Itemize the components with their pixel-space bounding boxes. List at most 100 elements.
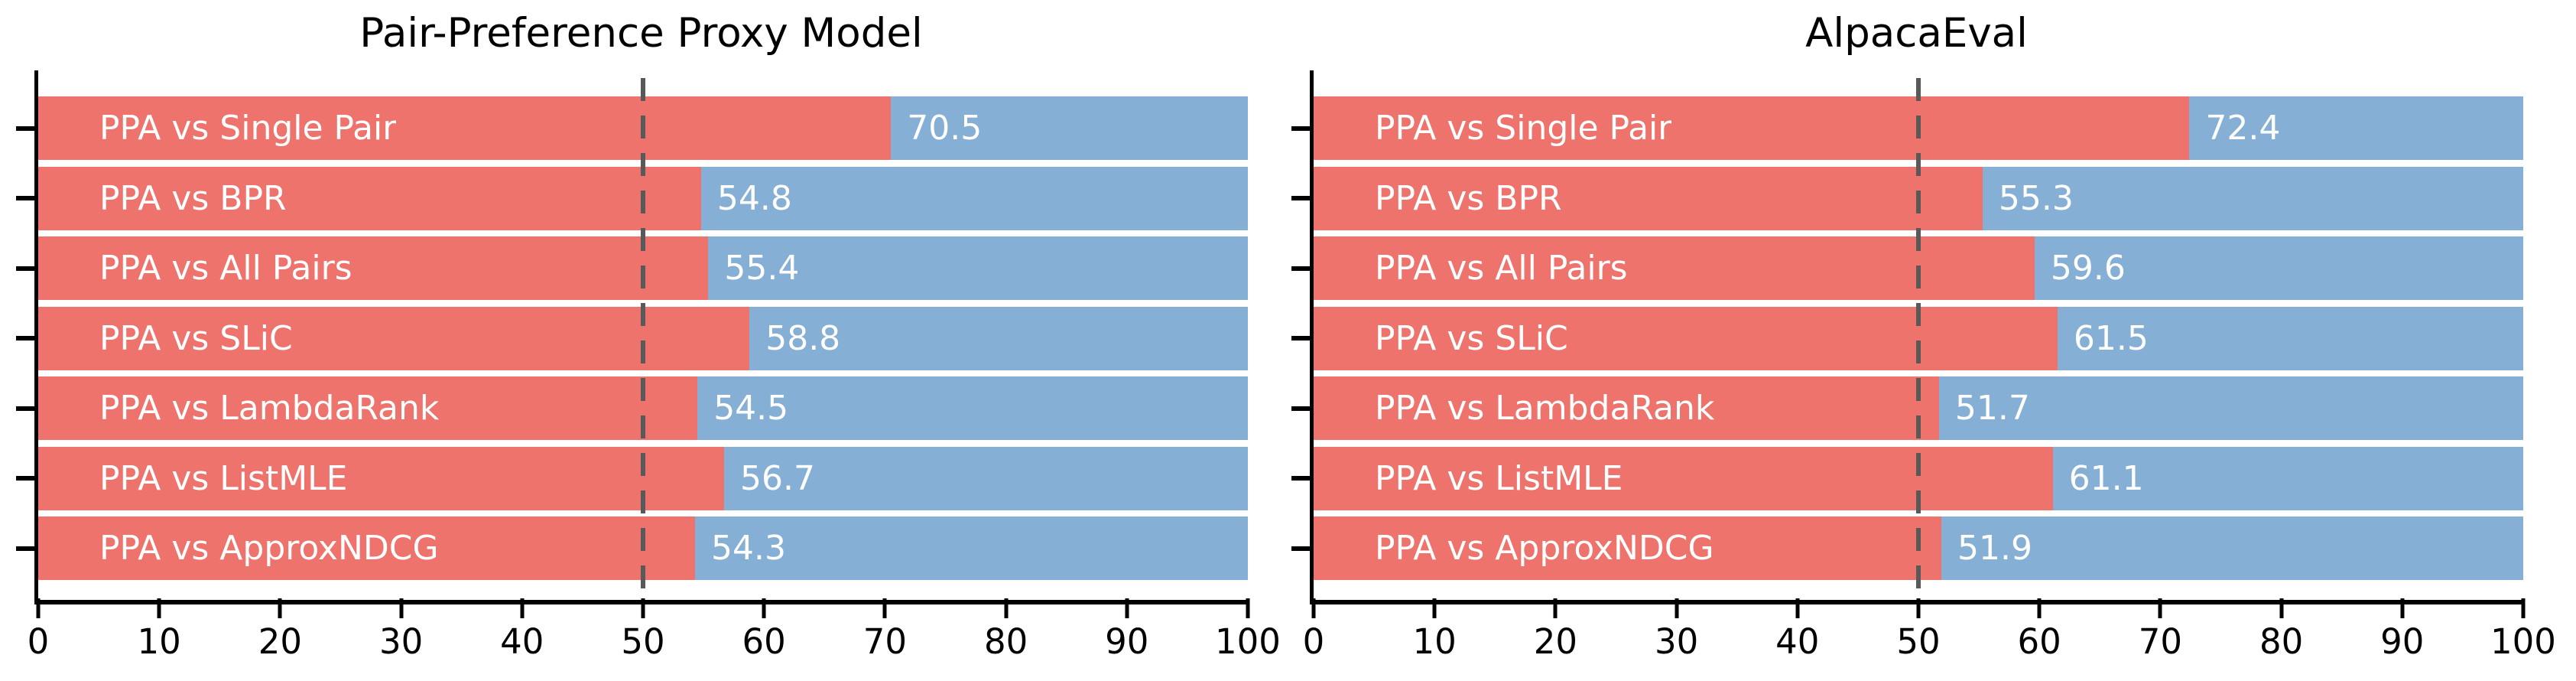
- value-label: 54.8: [716, 178, 792, 218]
- x-axis-tick-label: 90: [2380, 621, 2425, 662]
- bar-row: PPA vs BPR 54.8: [38, 166, 1248, 230]
- x-axis-tick: [1311, 598, 1316, 618]
- bar-row: PPA vs SLiC 61.5: [1314, 306, 2523, 370]
- win-bar-segment: PPA vs SLiC: [1314, 306, 2058, 370]
- bar-row: PPA vs Single Pair 70.5: [38, 96, 1248, 160]
- category-label: PPA vs ListMLE: [1375, 458, 1623, 498]
- x-axis-tick: [36, 598, 41, 618]
- x-axis-tick-label: 30: [378, 621, 424, 662]
- x-axis-tick-label: 30: [1654, 621, 1699, 662]
- x-axis-tick-label: 0: [27, 621, 50, 662]
- remainder-bar-segment: 58.8: [749, 306, 1248, 370]
- x-axis-tick: [1125, 598, 1129, 618]
- bar-row: PPA vs LambdaRank 51.7: [1314, 376, 2523, 440]
- x-axis-tick-label: 10: [137, 621, 181, 662]
- category-label: PPA vs LambdaRank: [99, 389, 440, 428]
- bar-row: PPA vs ListMLE 61.1: [1314, 446, 2523, 510]
- value-label: 59.6: [2050, 249, 2126, 288]
- x-axis: 0 10 20 30 40 50 60 70 80 90 100: [28, 598, 1281, 676]
- x-axis-tick: [2037, 598, 2042, 618]
- win-bar-segment: PPA vs BPR: [38, 166, 701, 230]
- plot-area: PPA vs Single Pair 72.4 PPA vs BPR 55.3 PPA …: [1291, 70, 2556, 662]
- x-axis-tick: [399, 598, 404, 618]
- remainder-bar-segment: 59.6: [2034, 236, 2523, 300]
- x-axis-tick: [520, 598, 525, 618]
- x-axis-tick: [2158, 598, 2162, 618]
- bar-row: PPA vs SLiC 58.8: [38, 306, 1248, 370]
- remainder-bar-segment: 56.7: [723, 446, 1248, 510]
- category-label: PPA vs Single Pair: [99, 109, 397, 148]
- bar-row: PPA vs ListMLE 56.7: [38, 446, 1248, 510]
- bar-row: PPA vs ApproxNDCG 54.3: [38, 516, 1248, 580]
- x-axis-tick: [882, 598, 887, 618]
- x-axis-tick: [2279, 598, 2284, 618]
- value-label: 51.9: [1957, 529, 2033, 568]
- category-label: PPA vs All Pairs: [1375, 249, 1628, 288]
- category-label: PPA vs LambdaRank: [1375, 389, 1715, 428]
- reference-line: [641, 78, 645, 597]
- category-label: PPA vs SLiC: [1375, 318, 1568, 358]
- win-bar-segment: PPA vs LambdaRank: [38, 376, 698, 440]
- x-axis-tick: [1553, 598, 1558, 618]
- x-axis-tick: [2400, 598, 2405, 618]
- remainder-bar-segment: 70.5: [891, 96, 1248, 160]
- remainder-bar-segment: 55.4: [708, 236, 1248, 300]
- win-bar-segment: PPA vs Single Pair: [1314, 96, 2190, 160]
- value-label: 58.8: [765, 318, 841, 358]
- win-bar-segment: PPA vs LambdaRank: [1314, 376, 1939, 440]
- bar-rows: PPA vs Single Pair 72.4 PPA vs BPR 55.3 PPA …: [1314, 70, 2523, 600]
- value-label: 72.4: [2205, 109, 2281, 148]
- value-label: 51.7: [1954, 389, 2030, 428]
- x-axis-tick-label: 100: [2490, 621, 2556, 662]
- value-label: 54.3: [711, 529, 786, 568]
- bar-row: PPA vs BPR 55.3: [1314, 166, 2523, 230]
- x-axis-tick-label: 80: [2259, 621, 2304, 662]
- x-axis-tick: [2521, 598, 2526, 618]
- x-axis-tick-label: 80: [983, 621, 1028, 662]
- value-label: 61.5: [2073, 318, 2149, 358]
- x-axis-tick-label: 70: [862, 621, 908, 662]
- remainder-bar-segment: 54.3: [695, 516, 1248, 580]
- x-axis-tick: [762, 598, 766, 618]
- remainder-bar-segment: 72.4: [2189, 96, 2523, 160]
- x-axis-tick: [278, 598, 282, 618]
- value-label: 56.7: [739, 458, 815, 498]
- bar-row: PPA vs LambdaRank 54.5: [38, 376, 1248, 440]
- value-label: 61.1: [2068, 458, 2144, 498]
- win-bar-segment: PPA vs ListMLE: [1314, 446, 2053, 510]
- x-axis-tick: [641, 598, 645, 618]
- remainder-bar-segment: 61.1: [2052, 446, 2523, 510]
- bar-row: PPA vs All Pairs 59.6: [1314, 236, 2523, 300]
- category-label: PPA vs BPR: [1375, 178, 1562, 218]
- remainder-bar-segment: 54.8: [700, 166, 1248, 230]
- win-bar-segment: PPA vs SLiC: [38, 306, 750, 370]
- x-axis-tick: [157, 598, 161, 618]
- chart-pair-preference-proxy-model: Pair-Preference Proxy Model PPA vs Singl…: [16, 0, 1281, 681]
- chart-title: Pair-Preference Proxy Model: [359, 10, 923, 57]
- category-label: PPA vs All Pairs: [99, 249, 352, 288]
- category-label: PPA vs ApproxNDCG: [99, 529, 439, 568]
- win-bar-segment: PPA vs ApproxNDCG: [38, 516, 696, 580]
- bar-rows: PPA vs Single Pair 70.5 PPA vs BPR 54.8 PPA …: [38, 70, 1248, 600]
- bar-row: PPA vs All Pairs 55.4: [38, 236, 1248, 300]
- value-label: 55.3: [1998, 178, 2074, 218]
- category-label: PPA vs Single Pair: [1375, 109, 1672, 148]
- category-label: PPA vs BPR: [99, 178, 287, 218]
- category-label: PPA vs SLiC: [99, 318, 293, 358]
- x-axis-tick: [1675, 598, 1679, 618]
- x-axis-tick-label: 100: [1215, 621, 1281, 662]
- value-label: 54.5: [713, 389, 789, 428]
- bar-row: PPA vs Single Pair 72.4: [1314, 96, 2523, 160]
- x-axis-tick-label: 40: [1775, 621, 1820, 662]
- category-label: PPA vs ListMLE: [99, 458, 348, 498]
- remainder-bar-segment: 51.7: [1938, 376, 2523, 440]
- x-axis-tick-label: 40: [500, 621, 544, 662]
- x-axis-tick-label: 50: [621, 621, 665, 662]
- x-axis-tick-label: 20: [258, 621, 303, 662]
- x-axis-tick-label: 60: [742, 621, 786, 662]
- x-axis-tick-label: 60: [2017, 621, 2061, 662]
- category-label: PPA vs ApproxNDCG: [1375, 529, 1714, 568]
- remainder-bar-segment: 51.9: [1941, 516, 2523, 580]
- remainder-bar-segment: 61.5: [2057, 306, 2523, 370]
- win-bar-segment: PPA vs All Pairs: [1314, 236, 2035, 300]
